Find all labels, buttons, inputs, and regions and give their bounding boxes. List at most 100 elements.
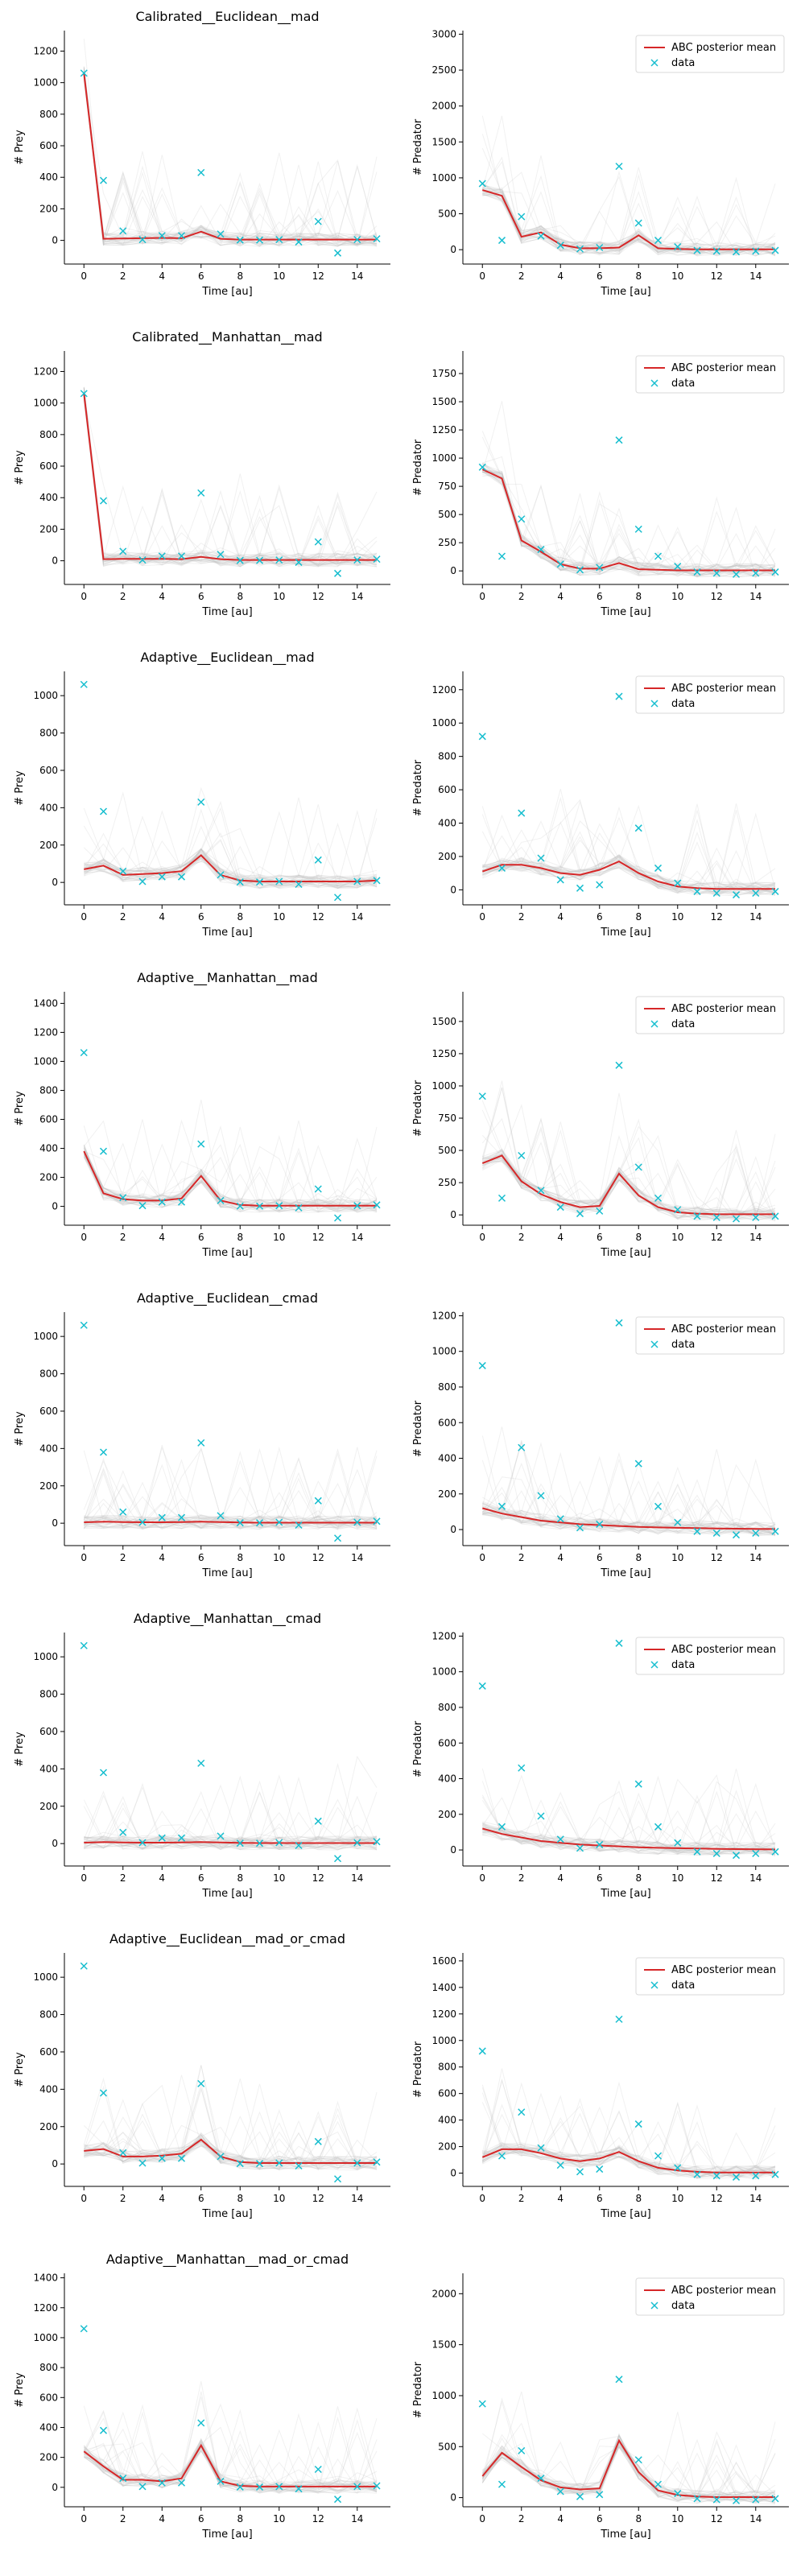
sample-trajectory (83, 71, 378, 246)
sample-trajectory (84, 1821, 378, 1848)
sample-trajectory (84, 1451, 378, 1529)
data-point (478, 2047, 486, 2055)
data-point (197, 1140, 205, 1148)
x-tick-label: 10 (671, 1232, 683, 1243)
sample-trajectory (482, 1118, 776, 1218)
data-point (295, 238, 303, 246)
x-tick-label: 2 (518, 2513, 525, 2524)
y-tick-label: 3000 (431, 28, 456, 39)
x-tick-label: 0 (80, 911, 87, 923)
sample-trajectory (83, 387, 378, 567)
data-point (497, 864, 506, 872)
data-point (478, 1361, 486, 1369)
data-point (752, 2496, 760, 2504)
sample-trajectory (482, 816, 776, 894)
x-tick-label: 8 (635, 1872, 642, 1884)
sample-trajectory (83, 393, 378, 567)
data-point (295, 880, 303, 889)
sample-trajectory (84, 1472, 378, 1529)
y-tick-label: 600 (39, 1114, 58, 1125)
predator-panel: 0 2 4 6 8 10 12 14 0 200 400 600 800 1000 1200 Time [au… (412, 671, 789, 939)
y-tick-label: 600 (39, 1406, 58, 1417)
y-axis-title: # Predator (412, 759, 424, 816)
posterior-mean-line (481, 2148, 775, 2174)
sample-trajectory (481, 1087, 776, 1220)
sample-trajectory (482, 1769, 776, 1853)
sample-trajectory (482, 1491, 776, 1535)
x-tick-label: 8 (237, 2513, 243, 2524)
data-point (119, 227, 127, 235)
data-point (80, 1962, 88, 1970)
data-point (373, 555, 381, 564)
x-tick-label: 4 (557, 591, 564, 602)
posterior-samples (481, 2391, 776, 2505)
sample-trajectory (482, 167, 776, 257)
data-point (275, 1202, 283, 1210)
sample-trajectory (84, 1501, 378, 1530)
data-point (596, 1207, 604, 1215)
data-point (138, 236, 147, 244)
predator-panel: 0 2 4 6 8 10 12 14 0 250 500 750 1000 1250 1500 1750 Tim… (412, 351, 789, 618)
data-point (333, 2175, 342, 2183)
x-axis-title: Time [au] (201, 286, 252, 298)
sample-trajectory (83, 1150, 378, 1211)
data-point (771, 1527, 779, 1535)
y-tick-label: 1200 (33, 45, 58, 56)
sample-trajectory (482, 1134, 776, 1220)
data-point (576, 2492, 584, 2500)
data-point (634, 824, 642, 832)
chart-title: Calibrated__Manhattan__mad (132, 329, 322, 345)
data-point (119, 867, 127, 875)
sample-trajectory (83, 1144, 378, 1211)
data-point (478, 1092, 486, 1100)
x-tick-label: 12 (312, 1872, 324, 1884)
x-tick-label: 0 (80, 1232, 87, 1243)
data-point (314, 856, 322, 864)
sample-trajectory (482, 1810, 776, 1855)
x-tick-label: 2 (120, 1872, 126, 1884)
data-point (217, 1512, 225, 1520)
chart-title: Adaptive__Manhattan__mad_or_cmad (106, 2252, 349, 2268)
data-point (576, 1210, 584, 1218)
x-tick-label: 4 (159, 2193, 165, 2204)
legend: ABC posterior mean data (635, 996, 785, 1034)
sample-trajectory (481, 2442, 776, 2500)
x-tick-label: 2 (518, 1552, 525, 1563)
sample-trajectory (481, 1492, 776, 1536)
data-point (674, 243, 682, 251)
data-point (556, 1835, 564, 1843)
data-point (752, 1529, 760, 1538)
x-axis-title: Time [au] (201, 1888, 252, 1900)
posterior-mean-line (83, 2443, 377, 2487)
data-point (295, 1203, 303, 1212)
data-point (537, 1187, 545, 1195)
sample-trajectory (481, 831, 776, 894)
sample-trajectory (84, 2409, 378, 2491)
sample-trajectory (482, 1154, 776, 1220)
sample-trajectory (83, 391, 378, 567)
x-tick-label: 4 (557, 1872, 564, 1884)
sample-trajectory (482, 472, 776, 575)
data-point (197, 2079, 205, 2087)
data-point (497, 237, 506, 245)
y-tick-label: 0 (52, 877, 58, 888)
data-point (712, 1213, 720, 1221)
data-point (119, 2475, 127, 2483)
sample-trajectory (481, 156, 776, 257)
x-tick-label: 2 (518, 591, 525, 602)
sample-trajectory (84, 1790, 378, 1850)
legend: ABC posterior mean data (635, 675, 785, 714)
data-point (158, 1198, 166, 1206)
y-axis-title: # Prey (14, 450, 26, 485)
x-tick-label: 2 (120, 2193, 126, 2204)
sample-trajectory (83, 75, 378, 244)
data-point (158, 1834, 166, 1842)
y-tick-label: 1250 (431, 1048, 456, 1059)
legend-box (635, 35, 785, 73)
x-tick-label: 14 (749, 911, 762, 923)
sample-trajectory (83, 1147, 378, 1212)
data-point (596, 1840, 604, 1848)
x-tick-label: 10 (671, 1552, 683, 1563)
y-axis-title: # Predator (412, 439, 424, 496)
sample-trajectory (84, 808, 378, 889)
